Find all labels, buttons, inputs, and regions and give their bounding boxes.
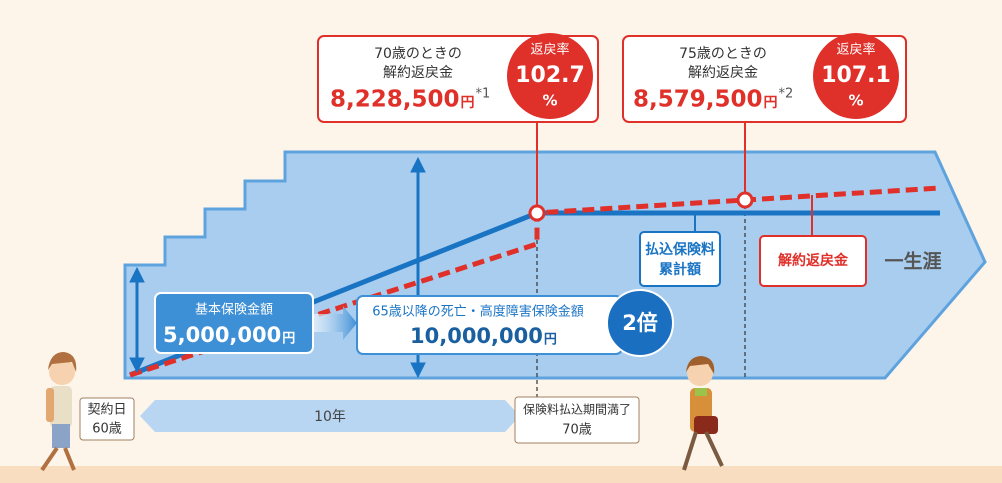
point	[738, 193, 752, 207]
rate: 102.7	[515, 63, 585, 88]
rate-unit: %	[848, 92, 863, 110]
basic-label: 基本保険金額	[195, 302, 273, 318]
diagram: 70歳のときの 解約返戻金 8,228,500 円 *1 返戻率 102.7 %…	[0, 0, 1002, 483]
callout-label: 解約返戻金	[383, 65, 453, 81]
after65-amount: 10,000,000	[410, 324, 543, 348]
end-label: 保険料払込期間満了	[523, 403, 631, 417]
rate-label: 返戻率	[836, 42, 875, 58]
legend-label: 払込保険料	[645, 241, 715, 258]
period-label: 10年	[314, 409, 346, 425]
callout-note: *2	[779, 87, 794, 102]
legend-label: 解約返戻金	[778, 252, 849, 269]
rate-unit: %	[542, 92, 557, 110]
rate-label: 返戻率	[530, 42, 569, 58]
after65-label: 65歳以降の死亡・高度障害保険金額	[372, 304, 584, 320]
start-label: 契約日	[87, 403, 126, 418]
rate: 107.1	[821, 63, 891, 88]
legend-label: 累計額	[659, 261, 701, 278]
lifetime-label: 一生涯	[884, 250, 941, 273]
basic-amount: 5,000,000	[163, 323, 281, 347]
callout: 75歳のときの 解約返戻金 8,579,500 円 *2 返戻率 107.1 %	[623, 33, 906, 122]
callout-amount: 8,228,500	[330, 87, 460, 113]
callout-unit: 円	[461, 95, 475, 111]
callout-heading: 70歳のときの	[374, 46, 462, 62]
callout-unit: 円	[764, 95, 778, 111]
multiplier: 2倍	[622, 311, 658, 335]
callout-note: *1	[476, 87, 491, 102]
point	[530, 206, 544, 220]
start-age: 60歳	[92, 422, 122, 437]
basic-unit: 円	[282, 332, 295, 347]
callout-label: 解約返戻金	[688, 65, 758, 81]
end-age: 70歳	[562, 423, 592, 438]
ground	[0, 466, 1002, 483]
callout: 70歳のときの 解約返戻金 8,228,500 円 *1 返戻率 102.7 %	[318, 33, 598, 122]
after65-unit: 円	[544, 333, 557, 348]
callout-heading: 75歳のときの	[679, 46, 767, 62]
callout-amount: 8,579,500	[633, 87, 763, 113]
